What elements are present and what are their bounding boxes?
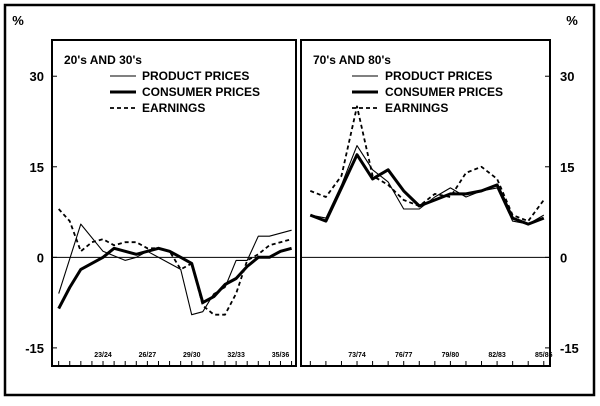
- y-tick-label: -15: [25, 341, 44, 356]
- legend-label: EARNINGS: [385, 101, 448, 115]
- series-line-earnings: [58, 208, 292, 316]
- y-tick-label: 30: [30, 69, 44, 84]
- series-line-consumer-prices: [309, 153, 545, 226]
- y-tick-label: -15: [560, 341, 579, 356]
- x-tick-label: 79/80: [442, 352, 460, 359]
- y-unit-label: %: [12, 13, 24, 28]
- legend-label: CONSUMER PRICES: [142, 85, 260, 99]
- panel-1: % 30 15 0 -15 23/24 26/27 29/30 32/33 35/36 20's A…: [12, 13, 297, 367]
- x-tick-label: 82/83: [488, 352, 506, 359]
- legend-label: CONSUMER PRICES: [385, 85, 503, 99]
- x-tick-label: 76/77: [395, 352, 413, 359]
- y-tick-label: 0: [37, 250, 44, 265]
- y-tick-label: 15: [560, 160, 574, 175]
- legend-label: PRODUCT PRICES: [385, 69, 492, 83]
- y-unit-label: %: [566, 13, 578, 28]
- x-tick-label: 32/33: [227, 352, 245, 359]
- x-tick-label: 29/30: [183, 352, 201, 359]
- x-tick-label: 73/74: [348, 352, 366, 359]
- x-tick-label: 23/24: [94, 352, 112, 359]
- y-tick-label: 15: [30, 160, 44, 175]
- panel-frame: [300, 39, 551, 367]
- series-line-consumer-prices: [57, 246, 292, 310]
- series-line-product-prices: [58, 223, 292, 316]
- y-tick-label: 30: [560, 69, 574, 84]
- panel-title: 70's AND 80's: [313, 53, 391, 67]
- legend-label: PRODUCT PRICES: [142, 69, 249, 83]
- y-tick-label: 0: [560, 250, 567, 265]
- legend-label: EARNINGS: [142, 101, 205, 115]
- series-line-earnings: [309, 105, 545, 223]
- x-tick-label: 85/86: [535, 352, 553, 359]
- panel-2: % 30 15 0 -15 73/74 76/77 79/80 82/83 85/86 70's A…: [300, 13, 579, 367]
- x-tick-label: 26/27: [139, 352, 157, 359]
- panel-frame: [51, 39, 297, 367]
- panel-title: 20's AND 30's: [64, 53, 142, 67]
- outer-frame: [3, 3, 596, 397]
- x-tick-label: 35/36: [272, 352, 290, 359]
